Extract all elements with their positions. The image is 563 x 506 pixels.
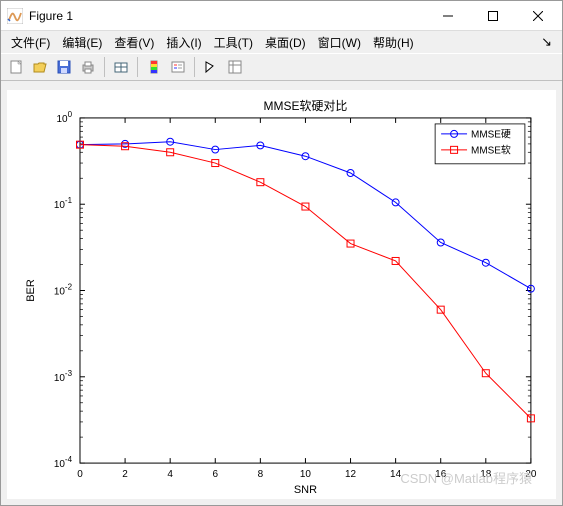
edit-plot-button[interactable] [200,56,222,78]
x-tick-label: 8 [258,469,264,480]
menu-view[interactable]: 查看(V) [108,32,160,53]
legend-label: MMSE软 [471,143,511,156]
insert-legend-button[interactable] [167,56,189,78]
open-property-inspector-button[interactable] [224,56,246,78]
x-tick-label: 14 [390,469,402,480]
window-title: Figure 1 [29,9,425,23]
x-tick-label: 10 [300,469,312,480]
chart-title: MMSE软硬对比 [264,99,348,113]
menu-desktop[interactable]: 桌面(D) [259,32,312,53]
x-tick-label: 12 [345,469,357,480]
minimize-button[interactable] [425,1,470,30]
toolbar [1,53,562,81]
y-tick-label: 10-3 [54,369,73,384]
x-tick-label: 6 [212,469,218,480]
x-tick-label: 0 [77,469,83,480]
y-tick-label: 10-2 [54,283,73,298]
x-tick-label: 4 [167,469,173,480]
x-tick-label: 20 [525,469,537,480]
link-axes-button[interactable] [110,56,132,78]
insert-colorbar-button[interactable] [143,56,165,78]
x-tick-label: 2 [122,469,128,480]
save-button[interactable] [53,56,75,78]
y-tick-label: 10-4 [54,455,73,470]
y-tick-label: 10-1 [54,196,73,211]
menu-tools[interactable]: 工具(T) [208,32,259,53]
toolbar-separator [194,57,195,77]
axes-container: 0 2 4 6 8 10 12 14 16 18 20 10-4 10-3 10-2 10-1 100 MMSE… [7,90,556,499]
chart-svg: 0 2 4 6 8 10 12 14 16 18 20 10-4 10-3 10-2 10-1 100 MMSE… [7,90,556,499]
open-button[interactable] [29,56,51,78]
menu-help[interactable]: 帮助(H) [367,32,420,53]
figure-area: 0 2 4 6 8 10 12 14 16 18 20 10-4 10-3 10-2 10-1 100 MMSE… [1,82,562,505]
y-tick-label: 100 [56,110,72,125]
maximize-button[interactable] [470,1,515,30]
toolbar-separator [104,57,105,77]
menu-window[interactable]: 窗口(W) [312,32,367,53]
axes-box [80,118,531,463]
legend-label: MMSE硬 [471,128,511,140]
y-axis-label: BER [25,279,37,302]
print-button[interactable] [77,56,99,78]
menubar: 文件(F) 编辑(E) 查看(V) 插入(I) 工具(T) 桌面(D) 窗口(W… [1,31,562,53]
x-axis-label: SNR [294,484,317,496]
menu-insert[interactable]: 插入(I) [160,32,207,53]
x-tick-label: 18 [480,469,492,480]
menu-file[interactable]: 文件(F) [5,32,56,53]
close-button[interactable] [515,1,560,30]
titlebar: Figure 1 [1,1,562,31]
menu-extension-icon[interactable]: ↘ [535,32,558,52]
new-figure-button[interactable] [5,56,27,78]
figure-window: Figure 1 文件(F) 编辑(E) 查看(V) 插入(I) 工具(T) 桌… [0,0,563,506]
x-tick-label: 16 [435,469,447,480]
matlab-figure-icon [7,8,23,24]
toolbar-separator [137,57,138,77]
menu-edit[interactable]: 编辑(E) [56,32,108,53]
